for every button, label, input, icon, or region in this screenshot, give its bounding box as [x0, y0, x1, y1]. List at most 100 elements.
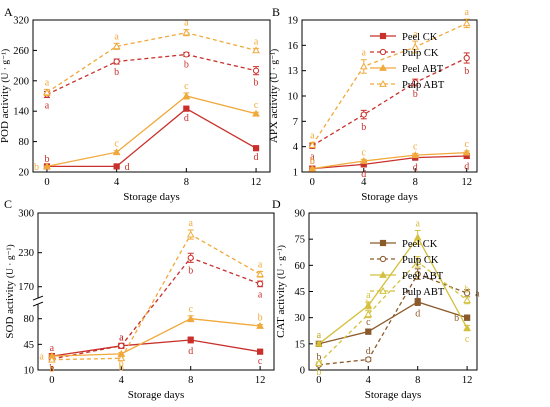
- significance-letter: a: [258, 290, 263, 301]
- significance-letter: c: [258, 356, 263, 367]
- series-peel-abt: b c c c: [308, 139, 471, 172]
- series-line: [318, 273, 468, 366]
- legend-item: Pulp ABT: [370, 286, 445, 298]
- data-point: [187, 336, 194, 344]
- panel-B: 1 4 7 10 13 16 19 0 4 8 12 Storage days APX activity…: [268, 5, 478, 203]
- x-tick-label: 0: [49, 375, 54, 386]
- significance-letter: a: [45, 101, 50, 112]
- data-point: [186, 230, 195, 238]
- data-point: [182, 28, 191, 36]
- series-pulp-ck: a b b b: [309, 52, 470, 162]
- significance-letter: d: [366, 346, 371, 357]
- legend-label: Pulp ABT: [402, 287, 445, 298]
- significance-letter: d: [254, 152, 259, 163]
- data-point: [186, 314, 195, 322]
- y-axis-label: POD activity (U · g⁻¹): [0, 49, 11, 143]
- significance-letter: b: [119, 363, 124, 374]
- y-tick-label: 1: [293, 168, 298, 179]
- legend-marker: [379, 32, 387, 40]
- series-line: [312, 155, 467, 170]
- x-tick-label: 4: [114, 177, 120, 188]
- series-line: [312, 151, 467, 170]
- significance-letter: a: [254, 36, 259, 47]
- data-point: [414, 270, 421, 278]
- data-point: [463, 324, 471, 332]
- data-point: [365, 356, 372, 363]
- y-tick-label: 16: [288, 41, 299, 52]
- significance-letter: c: [362, 147, 367, 158]
- x-tick-label: 0: [316, 375, 321, 386]
- x-tick-label: 4: [119, 375, 125, 386]
- x-tick-label: 0: [44, 177, 49, 188]
- data-point: [308, 140, 317, 148]
- y-tick-label: 170: [18, 282, 34, 293]
- significance-letter: b: [310, 156, 315, 167]
- legend-marker: [379, 48, 387, 56]
- panel-label: C: [4, 197, 12, 211]
- y-tick-label: 140: [13, 107, 29, 118]
- y-tick-label: 80: [19, 137, 30, 148]
- x-tick-label: 8: [413, 177, 418, 188]
- x-tick-label: 8: [184, 177, 189, 188]
- x-tick-label: 12: [251, 177, 262, 188]
- series-line: [46, 32, 257, 94]
- significance-letter: c: [114, 139, 119, 150]
- series-pulp-abt: a a a a: [308, 7, 471, 149]
- significance-letter: a: [114, 31, 119, 42]
- data-point: [308, 164, 317, 172]
- data-point: [48, 355, 56, 363]
- y-axis-label-text: SOD activity: [4, 278, 16, 339]
- data-point: [112, 148, 121, 156]
- legend-item: Pulp CK: [370, 255, 439, 266]
- series-peel-ck: b d d d: [309, 152, 470, 180]
- data-point: [43, 162, 51, 170]
- series-line: [51, 233, 261, 361]
- y-tick-label: 20: [19, 168, 30, 179]
- significance-letter: b: [34, 162, 39, 173]
- panel-D: 0 15 30 45 60 75 90 0 4 8 12 Storage days CAT activi…: [272, 197, 480, 401]
- x-tick-label: 12: [462, 375, 473, 386]
- significance-letter: a: [475, 289, 480, 300]
- data-point: [256, 322, 264, 329]
- y-tick-label: 45: [24, 340, 35, 351]
- significance-letter: a: [39, 352, 44, 363]
- data-point: [360, 111, 367, 118]
- x-tick-label: 0: [310, 177, 315, 188]
- data-point: [252, 109, 260, 117]
- y-tick-label: 200: [13, 76, 29, 87]
- x-axis-label: Storage days: [365, 389, 422, 401]
- significance-letter: a: [258, 259, 263, 270]
- y-tick-label: 15: [295, 339, 306, 350]
- data-point: [411, 151, 420, 159]
- legend: Peel CK Pulp CK Peel ABT Pulp ABT: [370, 32, 445, 91]
- significance-letter: d: [361, 169, 366, 180]
- significance-letter: b: [366, 299, 371, 310]
- x-tick-label: 8: [415, 375, 420, 386]
- x-tick-label: 12: [461, 177, 472, 188]
- series-peel-abt: a a a c: [315, 218, 471, 347]
- significance-letter: b: [49, 364, 54, 375]
- significance-letter: b: [184, 59, 189, 70]
- significance-letter: d: [464, 161, 469, 172]
- legend-label: Peel CK: [402, 32, 438, 43]
- significance-letter: c: [184, 81, 189, 92]
- significance-letter: d: [184, 113, 189, 124]
- data-point: [464, 290, 471, 297]
- series-line: [318, 260, 468, 364]
- data-point: [113, 58, 120, 65]
- legend-marker: [379, 255, 387, 263]
- panel-C: 10 45 80 170 230 300 0 4 8 12 Storage days SOD acti…: [4, 197, 275, 401]
- data-point: [315, 339, 323, 347]
- legend-item: Pulp CK: [370, 48, 439, 59]
- y-tick-label: 0: [300, 366, 305, 377]
- data-point: [183, 51, 190, 58]
- data-point: [412, 79, 419, 86]
- x-tick-label: 4: [361, 177, 367, 188]
- data-point: [365, 328, 372, 335]
- series-peel-ck: a a d c: [48, 332, 264, 367]
- legend-label: Peel ABT: [402, 64, 444, 75]
- significance-letter: b: [254, 78, 259, 89]
- x-tick-label: 4: [366, 375, 372, 386]
- significance-letter: d: [188, 346, 193, 357]
